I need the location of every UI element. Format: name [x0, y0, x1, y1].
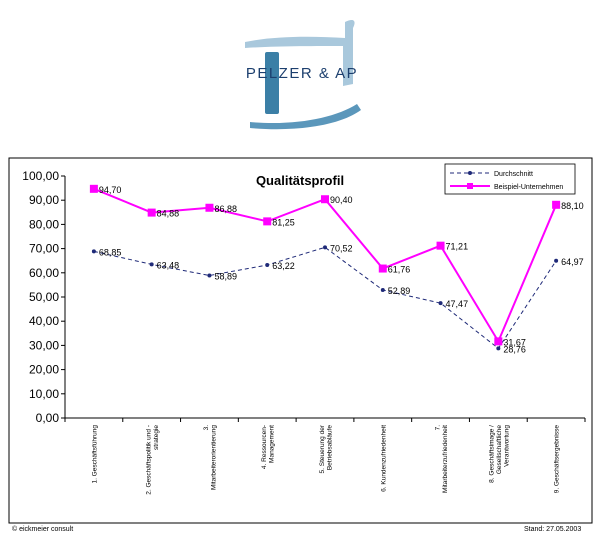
footer-copyright: © eickmeier consult	[12, 526, 74, 533]
x-tick-label: 3.Mitarbeiterorientierung	[203, 425, 218, 490]
data-point-durchschnitt	[265, 263, 270, 268]
logo-swoosh-light	[245, 20, 355, 86]
legend-label-durchschnitt: Durchschnitt	[494, 171, 533, 178]
y-tick-label: 50,00	[29, 290, 59, 304]
data-point-beispiel	[263, 217, 272, 226]
x-tick-label-line: Mitarbeiterzufriedenheit	[442, 425, 449, 493]
quality-profile-chart: Qualitätsprofil 0,00 10,00 20,00 30,00 40,00…	[8, 157, 593, 524]
x-tick-label-line: 4. Ressourcen-	[261, 425, 268, 469]
x-tick-label-line: 7.	[434, 425, 441, 431]
x-tick-label-line: 3.	[203, 425, 210, 431]
chart-series: 68,85 63,48 58,89 63,22 70,52 52,89 47,47 28,76…	[89, 184, 584, 354]
data-point-beispiel	[321, 195, 329, 204]
y-tick-label: 100,00	[22, 169, 59, 183]
data-label-durchschnitt: 47,47	[446, 299, 469, 309]
x-tick-label-line: Betriebsabläufe	[326, 425, 333, 471]
data-point-beispiel	[205, 203, 214, 212]
x-tick-label-line: 2. Geschäftspolitik und -	[145, 425, 152, 495]
data-point-beispiel	[436, 241, 445, 250]
x-tick-label: 9. Geschäftsergebnisse	[554, 425, 561, 494]
y-tick-label: 90,00	[29, 193, 59, 207]
data-label-beispiel: 31,67	[503, 337, 526, 347]
logo-swoosh-dark	[250, 104, 361, 130]
data-point-durchschnitt	[496, 346, 501, 351]
data-point-beispiel	[494, 337, 503, 346]
y-tick-label: 30,00	[29, 338, 59, 352]
data-label-beispiel: 81,25	[272, 217, 295, 227]
data-label-beispiel: 84,88	[157, 209, 180, 219]
data-label-durchschnitt: 58,89	[214, 271, 237, 281]
legend-marker-beispiel	[467, 183, 473, 189]
data-label-beispiel: 71,21	[446, 242, 469, 252]
data-label-beispiel: 86,88	[214, 204, 237, 214]
data-label-durchschnitt: 63,48	[157, 260, 180, 270]
y-tick-label: 70,00	[29, 242, 59, 256]
footer-date: Stand: 27.05.2003	[524, 526, 582, 533]
x-tick-label: 6. Kundenzufriedenheit	[380, 425, 387, 492]
y-tick-label: 80,00	[29, 217, 59, 231]
data-point-durchschnitt	[149, 262, 154, 267]
data-point-beispiel	[552, 200, 561, 209]
chart-axes: 0,00 10,00 20,00 30,00 40,00 50,00 60,00 70,00 8…	[22, 169, 586, 495]
data-point-durchschnitt	[438, 301, 443, 306]
x-tick-label: 7.Mitarbeiterzufriedenheit	[434, 425, 449, 493]
data-point-durchschnitt	[91, 249, 96, 254]
data-label-beispiel: 88,10	[561, 201, 584, 211]
x-tick-label: 8. Geschäftsimage /GesellschaftlicheVera…	[488, 425, 510, 483]
data-label-durchschnitt: 64,97	[561, 257, 584, 267]
x-tick-label-line: Verantwortung	[503, 425, 510, 467]
x-tick-label-line: strategie	[153, 425, 160, 450]
y-tick-label: 0,00	[36, 411, 60, 425]
logo-bar-dark	[265, 52, 279, 114]
data-label-beispiel: 94,70	[99, 185, 122, 195]
x-tick-label: 2. Geschäftspolitik und -strategie	[145, 425, 160, 495]
x-tick-label-line: 8. Geschäftsimage /	[488, 425, 495, 483]
x-tick-label-line: 6. Kundenzufriedenheit	[380, 425, 387, 492]
data-point-beispiel	[378, 264, 387, 273]
data-label-durchschnitt: 28,76	[503, 344, 526, 354]
y-tick-label: 60,00	[29, 266, 59, 280]
pelzer-logo: PELZER & AP	[245, 20, 361, 130]
data-point-durchschnitt	[554, 258, 559, 263]
data-label-durchschnitt: 52,89	[388, 286, 411, 296]
legend-marker-durchschnitt	[468, 171, 472, 175]
data-label-beispiel: 90,40	[330, 195, 353, 205]
logo-text: PELZER & AP	[246, 65, 358, 82]
data-point-beispiel	[147, 208, 156, 217]
y-tick-label: 10,00	[29, 387, 59, 401]
x-tick-label-line: 1. Geschäftsführung	[91, 425, 98, 484]
x-tick-label: 1. Geschäftsführung	[91, 425, 98, 484]
data-point-beispiel	[89, 184, 98, 193]
data-label-durchschnitt: 68,85	[99, 247, 122, 257]
data-point-durchschnitt	[207, 273, 212, 278]
series-line-durchschnitt	[93, 246, 557, 350]
x-tick-label-line: Gesellschaftliche	[496, 425, 503, 475]
legend-label-beispiel: Beispiel-Unternehmen	[494, 184, 563, 191]
legend-frame	[444, 163, 576, 195]
y-tick-label: 20,00	[29, 363, 59, 377]
chart-legend: Durchschnitt Beispiel-Unternehmen	[444, 163, 576, 195]
y-tick-label: 40,00	[29, 314, 59, 328]
data-point-durchschnitt	[323, 245, 327, 250]
x-tick-label: 4. Ressourcen-Management	[261, 425, 276, 469]
data-label-durchschnitt: 70,52	[330, 243, 353, 253]
x-tick-label-line: 5. Steuerung der	[319, 424, 326, 473]
x-tick-label: 5. Steuerung derBetriebsabläufe	[319, 424, 334, 473]
x-tick-label-line: 9. Geschäftsergebnisse	[554, 425, 561, 494]
data-point-durchschnitt	[380, 288, 385, 293]
chart-title: Qualitätsprofil	[256, 173, 344, 188]
x-tick-label-line: Management	[268, 425, 275, 463]
x-tick-label-line: Mitarbeiterorientierung	[211, 425, 218, 490]
data-label-durchschnitt: 63,22	[272, 261, 295, 271]
data-label-beispiel: 61,76	[388, 265, 411, 275]
